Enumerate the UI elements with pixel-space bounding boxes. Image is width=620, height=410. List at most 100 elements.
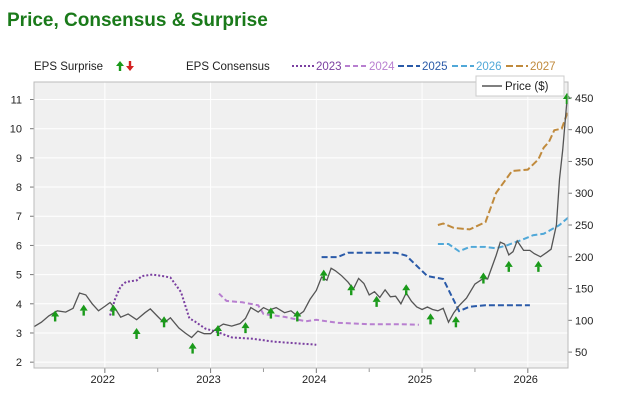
y2-tick-label: 250 — [575, 220, 593, 232]
surprise-arrow — [109, 304, 118, 316]
surprise-arrow-head — [479, 272, 488, 279]
surprise-arrow — [347, 284, 356, 296]
surprise-arrow-head — [347, 284, 356, 291]
surprise-arrow-shaft — [350, 290, 353, 296]
plot-border — [33, 81, 569, 369]
surprise-arrow-shaft — [191, 348, 194, 354]
price-line — [33, 101, 568, 339]
surprise-arrow — [293, 310, 302, 322]
y-tick-label: 10 — [10, 124, 22, 136]
surprise-arrow — [319, 269, 328, 281]
y2-tick-label: 200 — [575, 252, 593, 264]
legend-consensus-label: EPS Consensus — [186, 61, 270, 73]
surprise-arrow — [188, 342, 197, 354]
surprise-arrow — [213, 325, 222, 337]
surprise-arrow-head — [109, 304, 118, 311]
y2-tick-label: 50 — [575, 347, 587, 359]
y-tick-label: 8 — [16, 182, 22, 194]
surprise-arrow-head — [534, 260, 543, 267]
consensus-line-2025 — [321, 251, 530, 313]
x-tick-label: 2023 — [196, 374, 220, 386]
y-tick-label: 5 — [16, 270, 22, 282]
y2-tick-label: 100 — [575, 315, 593, 327]
surprise-arrow-shaft — [537, 266, 540, 272]
surprise-arrow-head — [132, 327, 141, 334]
surprise-arrow — [51, 310, 60, 322]
surprise-arrow-shaft — [244, 328, 247, 334]
legend-label-2026: 2026 — [476, 61, 502, 73]
surprise-arrow-shaft — [482, 278, 485, 284]
y2-tick-label: 150 — [575, 284, 593, 296]
surprise-arrow-shaft — [507, 266, 510, 272]
surprise-arrow — [426, 313, 435, 325]
surprise-arrow-head — [319, 269, 328, 276]
surprise-arrow-head — [79, 304, 88, 311]
surprise-arrow-shaft — [454, 322, 458, 328]
surprise-arrow-shaft — [429, 319, 432, 325]
y-tick-label: 11 — [11, 95, 22, 107]
surprise-arrow-shaft — [112, 310, 115, 316]
surprise-arrow-head — [372, 295, 381, 302]
legend-up-arrow-icon — [116, 61, 124, 71]
y-tick-label: 3 — [16, 328, 22, 340]
surprise-arrow-shaft — [565, 99, 569, 105]
surprise-arrow-shaft — [296, 316, 299, 322]
legend-down-arrow-icon — [126, 61, 134, 71]
y2-tick-label: 450 — [575, 93, 593, 105]
x-tick-label: 2025 — [408, 374, 432, 386]
surprise-arrow-head — [426, 313, 435, 320]
surprise-arrow — [504, 260, 513, 272]
surprise-arrow — [79, 304, 88, 316]
surprise-arrow — [479, 272, 488, 284]
chart-title: Price, Consensus & Surprise — [7, 10, 268, 31]
surprise-arrow-head — [504, 260, 513, 267]
surprise-arrow-head — [241, 322, 250, 329]
y-tick-label: 9 — [16, 153, 22, 165]
surprise-arrow-shaft — [135, 333, 138, 339]
legend-surprise-label: EPS Surprise — [34, 61, 103, 73]
legend-price-box: Price ($) — [475, 75, 565, 97]
surprise-arrow-shaft — [375, 301, 378, 307]
surprise-arrow-shaft — [405, 290, 408, 296]
y-tick-label: 7 — [16, 211, 22, 223]
x-tick-label: 2026 — [513, 374, 537, 386]
surprise-arrow-head — [188, 342, 197, 349]
legend-label-2023: 2023 — [316, 61, 342, 73]
legend-label-2027: 2027 — [530, 61, 556, 73]
y2-tick-label: 300 — [575, 188, 593, 200]
x-tick-label: 2022 — [90, 374, 114, 386]
surprise-arrow — [266, 307, 275, 319]
surprise-arrow-shaft — [162, 322, 166, 328]
surprise-arrow-shaft — [53, 316, 57, 322]
surprise-arrow-head — [293, 310, 302, 317]
y-tick-label: 2 — [16, 357, 22, 369]
surprise-arrow — [132, 327, 141, 339]
surprise-arrow-head — [451, 316, 460, 323]
consensus-line-2027 — [437, 110, 569, 231]
surprise-arrow-shaft — [82, 310, 85, 316]
surprise-arrow — [534, 260, 543, 272]
surprise-arrow — [451, 316, 460, 328]
legend-price-frame — [475, 75, 565, 97]
legend-label-2025: 2025 — [422, 61, 448, 73]
y2-tick-label: 350 — [575, 156, 593, 168]
surprise-arrow-head — [266, 307, 275, 314]
surprise-arrow-head — [402, 284, 411, 291]
surprise-arrow-shaft — [269, 313, 273, 319]
surprise-arrow — [241, 322, 250, 334]
surprise-arrow-head — [51, 310, 60, 317]
surprise-arrow-head — [160, 316, 169, 323]
surprise-arrow-head — [213, 325, 222, 332]
y-tick-label: 6 — [16, 240, 22, 252]
surprise-arrow — [372, 295, 381, 307]
x-tick-label: 2024 — [302, 374, 326, 386]
y2-tick-label: 400 — [575, 125, 593, 137]
legend-label-2024: 2024 — [369, 61, 395, 73]
y-tick-label: 4 — [16, 299, 22, 311]
surprise-arrow — [160, 316, 169, 328]
legend-price-label: Price ($) — [505, 81, 549, 93]
consensus-line-2026 — [437, 216, 569, 253]
surprise-arrow-shaft — [322, 275, 325, 281]
surprise-arrow-shaft — [216, 331, 220, 337]
